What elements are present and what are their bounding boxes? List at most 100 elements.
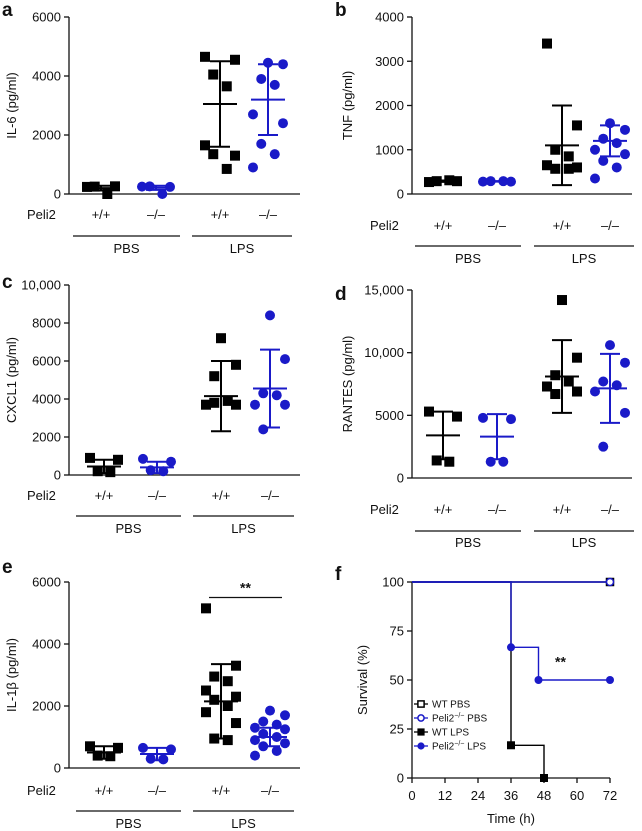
y-tick-label: 10,000 [364,345,404,360]
data-point [231,718,241,729]
data-point [620,407,630,418]
panel-label: e [2,557,13,578]
data-point [265,310,275,321]
data-point [85,452,95,463]
legend-label: Peli2−/− PBS [432,713,487,725]
panel-label: f [335,564,342,585]
panel-label: c [2,272,13,293]
legend-swatch-marker [417,728,425,736]
data-point [201,603,211,614]
data-point [550,144,561,155]
y-tick-label: 3000 [375,54,404,69]
y-tick-label: 6000 [32,354,61,369]
treatment-label: PBS [115,816,141,831]
legend-label-superscript: −/− [454,713,464,720]
treatment-label: PBS [113,241,139,256]
data-point [250,399,260,410]
data-point [424,406,434,417]
data-point [222,701,233,711]
y-tick-label: 0 [54,761,61,776]
data-point [209,371,220,382]
genotype-label: –/– [601,502,620,517]
significance-label: ** [555,653,566,669]
data-point [209,671,220,682]
significance-label: ** [240,580,251,596]
data-point [542,38,552,49]
data-point [280,399,290,410]
legend-swatch-marker [417,700,425,708]
y-tick-label: 1000 [375,142,404,157]
data-point [542,381,552,392]
x-tick-label: 36 [504,788,518,803]
y-tick-label: 15,000 [364,283,404,298]
genotype-label: –/– [488,218,507,233]
data-point [563,163,574,174]
legend-label-part: Peli2 [432,714,455,725]
data-point [278,59,288,70]
data-point [248,162,258,173]
data-point [138,453,148,464]
survival-marker [507,643,515,652]
data-point [256,73,267,84]
survival-marker [507,741,515,750]
survival-marker [605,577,615,587]
x-tick-label: 0 [408,788,415,803]
data-point [231,660,241,671]
data-point [620,357,630,368]
data-point [222,395,233,406]
data-point [605,340,615,351]
data-point [590,173,600,184]
panel-label: b [335,0,347,21]
treatment-label: LPS [572,251,597,266]
y-tick-label: 100 [382,575,404,590]
genotype-label: +/+ [92,207,111,222]
survival-marker [606,676,614,684]
y-tick-label: 10,000 [21,278,61,293]
legend-label: Peli2−/− LPS [432,741,486,753]
data-point [611,138,622,149]
data-point [221,163,232,174]
genotype-label: –/– [261,488,280,503]
data-point [250,750,260,761]
data-point [598,155,609,166]
data-point [208,149,219,160]
data-point [201,707,211,718]
data-point [572,352,582,363]
y-tick-label: 0 [397,187,404,202]
genotype-row-label: Peli2 [370,218,399,233]
genotype-label: –/– [261,783,280,798]
data-point [258,424,269,435]
data-point [572,162,582,173]
y-tick-label: 5000 [375,408,404,423]
survival-marker [534,676,543,684]
data-point [258,388,269,399]
data-point [478,412,488,423]
y-axis-label: RANTES (pg/ml) [340,336,355,433]
genotype-label: +/+ [95,783,114,798]
data-point [113,454,123,465]
legend-swatch-marker [417,714,425,722]
genotype-label: –/– [259,207,278,222]
data-point [258,716,269,727]
data-point [216,333,226,344]
genotype-label: +/+ [553,218,572,233]
y-axis-label: TNF (pg/ml) [340,71,355,140]
y-tick-label: 6000 [32,10,61,25]
data-point [620,149,630,160]
treatment-label: PBS [455,535,481,550]
x-tick-label: 12 [438,788,452,803]
data-point [278,118,288,129]
genotype-label: +/+ [211,207,230,222]
data-point [620,124,630,135]
data-point [256,138,267,149]
data-point [431,455,442,466]
data-point [542,160,552,171]
x-tick-label: 60 [570,788,584,803]
treatment-label: PBS [455,251,481,266]
data-point [598,441,609,452]
legend-label-part: LPS [464,742,486,753]
data-point [280,710,290,721]
data-point [557,295,567,306]
data-point [221,81,232,92]
data-point [280,354,290,365]
